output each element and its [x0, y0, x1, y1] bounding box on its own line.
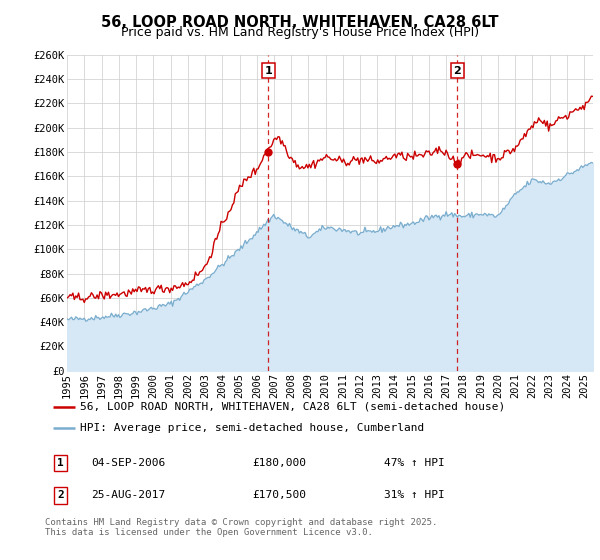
Text: 47% ↑ HPI: 47% ↑ HPI — [383, 458, 444, 468]
Text: 25-AUG-2017: 25-AUG-2017 — [91, 491, 166, 501]
Text: 1: 1 — [265, 66, 272, 76]
Text: Contains HM Land Registry data © Crown copyright and database right 2025.
This d: Contains HM Land Registry data © Crown c… — [45, 518, 437, 538]
Text: 2: 2 — [454, 66, 461, 76]
Text: HPI: Average price, semi-detached house, Cumberland: HPI: Average price, semi-detached house,… — [80, 423, 425, 433]
Text: 04-SEP-2006: 04-SEP-2006 — [91, 458, 166, 468]
Text: 31% ↑ HPI: 31% ↑ HPI — [383, 491, 444, 501]
Text: 1: 1 — [57, 458, 64, 468]
Text: 56, LOOP ROAD NORTH, WHITEHAVEN, CA28 6LT: 56, LOOP ROAD NORTH, WHITEHAVEN, CA28 6L… — [101, 15, 499, 30]
Text: Price paid vs. HM Land Registry's House Price Index (HPI): Price paid vs. HM Land Registry's House … — [121, 26, 479, 39]
Text: 56, LOOP ROAD NORTH, WHITEHAVEN, CA28 6LT (semi-detached house): 56, LOOP ROAD NORTH, WHITEHAVEN, CA28 6L… — [80, 402, 506, 412]
Text: 2: 2 — [57, 491, 64, 501]
Text: £170,500: £170,500 — [253, 491, 307, 501]
Text: £180,000: £180,000 — [253, 458, 307, 468]
